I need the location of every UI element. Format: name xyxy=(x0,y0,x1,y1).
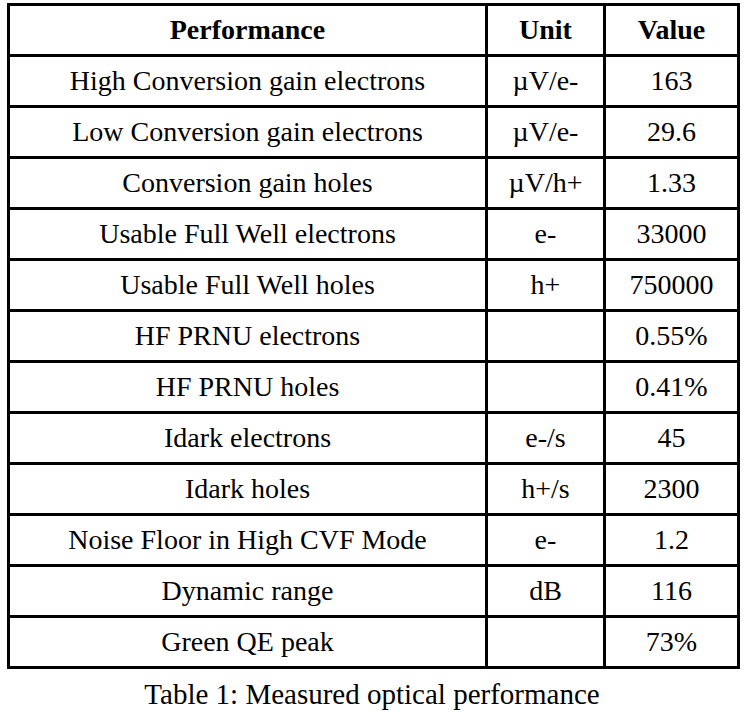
unit-cell: e- xyxy=(487,209,605,260)
performance-cell: HF PRNU electrons xyxy=(9,311,487,362)
value-cell: 2300 xyxy=(605,464,739,515)
value-cell: 1.2 xyxy=(605,515,739,566)
performance-cell: HF PRNU holes xyxy=(9,362,487,413)
header-value: Value xyxy=(605,5,739,56)
unit-cell: µV/e- xyxy=(487,56,605,107)
value-cell: 73% xyxy=(605,617,739,668)
header-row: Performance Unit Value xyxy=(9,5,739,56)
table-row: Low Conversion gain electrons µV/e- 29.6 xyxy=(9,107,739,158)
unit-cell xyxy=(487,617,605,668)
value-cell: 45 xyxy=(605,413,739,464)
table-row: Dynamic range dB 116 xyxy=(9,566,739,617)
table-row: Idark electrons e-/s 45 xyxy=(9,413,739,464)
value-cell: 0.41% xyxy=(605,362,739,413)
table-row: HF PRNU holes 0.41% xyxy=(9,362,739,413)
table-row: High Conversion gain electrons µV/e- 163 xyxy=(9,56,739,107)
value-cell: 1.33 xyxy=(605,158,739,209)
table-body: High Conversion gain electrons µV/e- 163… xyxy=(9,56,739,668)
performance-cell: Usable Full Well electrons xyxy=(9,209,487,260)
table-row: Idark holes h+/s 2300 xyxy=(9,464,739,515)
header-unit: Unit xyxy=(487,5,605,56)
table-row: Noise Floor in High CVF Mode e- 1.2 xyxy=(9,515,739,566)
table-row: Usable Full Well electrons e- 33000 xyxy=(9,209,739,260)
unit-cell xyxy=(487,311,605,362)
unit-cell xyxy=(487,362,605,413)
unit-cell: dB xyxy=(487,566,605,617)
value-cell: 163 xyxy=(605,56,739,107)
unit-cell: e- xyxy=(487,515,605,566)
value-cell: 116 xyxy=(605,566,739,617)
performance-cell: Noise Floor in High CVF Mode xyxy=(9,515,487,566)
optical-performance-table: Performance Unit Value High Conversion g… xyxy=(7,3,740,669)
table-row: HF PRNU electrons 0.55% xyxy=(9,311,739,362)
value-cell: 33000 xyxy=(605,209,739,260)
performance-cell: High Conversion gain electrons xyxy=(9,56,487,107)
performance-cell: Green QE peak xyxy=(9,617,487,668)
document-page: Performance Unit Value High Conversion g… xyxy=(0,0,744,712)
performance-cell: Low Conversion gain electrons xyxy=(9,107,487,158)
unit-cell: h+ xyxy=(487,260,605,311)
value-cell: 0.55% xyxy=(605,311,739,362)
performance-cell: Usable Full Well holes xyxy=(9,260,487,311)
performance-cell: Conversion gain holes xyxy=(9,158,487,209)
unit-cell: µV/e- xyxy=(487,107,605,158)
table-caption: Table 1: Measured optical performance xyxy=(0,679,744,711)
table-row: Conversion gain holes µV/h+ 1.33 xyxy=(9,158,739,209)
table-row: Green QE peak 73% xyxy=(9,617,739,668)
unit-cell: µV/h+ xyxy=(487,158,605,209)
value-cell: 750000 xyxy=(605,260,739,311)
value-cell: 29.6 xyxy=(605,107,739,158)
performance-cell: Idark holes xyxy=(9,464,487,515)
table-row: Usable Full Well holes h+ 750000 xyxy=(9,260,739,311)
performance-cell: Idark electrons xyxy=(9,413,487,464)
unit-cell: h+/s xyxy=(487,464,605,515)
performance-cell: Dynamic range xyxy=(9,566,487,617)
header-performance: Performance xyxy=(9,5,487,56)
unit-cell: e-/s xyxy=(487,413,605,464)
